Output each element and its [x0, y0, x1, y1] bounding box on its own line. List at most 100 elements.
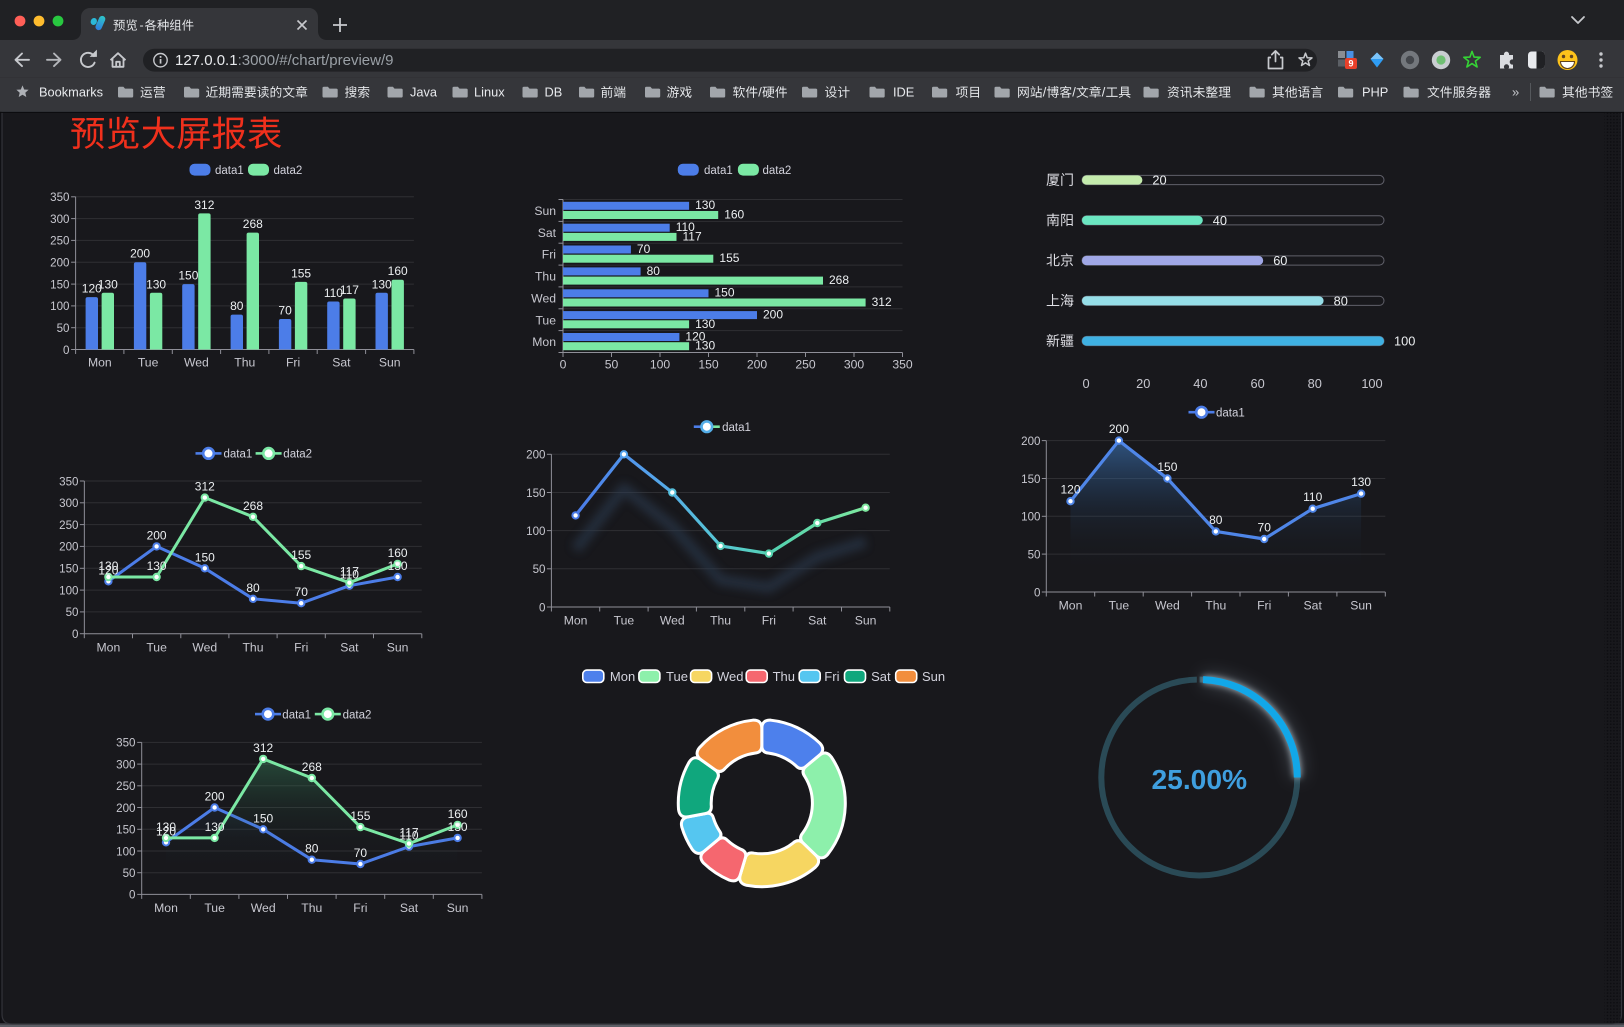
svg-text:Thu: Thu: [1205, 599, 1226, 613]
svg-text:data1: data1: [704, 165, 733, 177]
svg-text:60: 60: [1250, 376, 1264, 391]
svg-text:130: 130: [695, 198, 715, 212]
svg-text:350: 350: [892, 358, 913, 372]
svg-text:150: 150: [116, 824, 135, 837]
svg-text:130: 130: [98, 277, 118, 291]
svg-text:200: 200: [1021, 435, 1040, 448]
svg-text:200: 200: [526, 449, 545, 462]
svg-text:Mon: Mon: [532, 335, 556, 349]
svg-text:Thu: Thu: [301, 901, 322, 915]
svg-text:200: 200: [763, 308, 783, 322]
svg-text:200: 200: [50, 257, 69, 270]
svg-text:117: 117: [340, 283, 359, 297]
svg-text:25.00%: 25.00%: [1151, 763, 1247, 795]
svg-text:0: 0: [129, 889, 135, 902]
svg-text:data1: data1: [215, 165, 244, 177]
svg-text:150: 150: [253, 811, 273, 825]
svg-text:Fri: Fri: [1257, 599, 1271, 613]
svg-text:50: 50: [57, 322, 70, 335]
svg-text:Thu: Thu: [535, 270, 556, 284]
svg-text:data2: data2: [283, 449, 312, 461]
svg-text:data2: data2: [274, 165, 303, 177]
svg-text:150: 150: [59, 563, 78, 576]
svg-text:268: 268: [829, 273, 849, 287]
svg-text:Wed: Wed: [717, 669, 744, 684]
svg-text:268: 268: [302, 760, 322, 774]
svg-text:110: 110: [1303, 490, 1322, 504]
svg-text:120: 120: [685, 329, 705, 343]
svg-text:200: 200: [1109, 422, 1129, 436]
svg-text:155: 155: [291, 266, 311, 280]
svg-text:Tue: Tue: [666, 669, 688, 684]
svg-text:80: 80: [305, 842, 319, 856]
svg-text:200: 200: [116, 802, 135, 815]
svg-text:130: 130: [146, 277, 166, 291]
svg-text:200: 200: [147, 528, 167, 542]
svg-text:150: 150: [526, 487, 545, 500]
svg-text:110: 110: [399, 829, 418, 843]
svg-text:100: 100: [526, 525, 545, 538]
svg-text:70: 70: [295, 585, 309, 599]
svg-text:Bookmarks: Bookmarks: [39, 84, 103, 99]
svg-text:268: 268: [243, 217, 263, 231]
svg-text:80: 80: [230, 299, 244, 313]
svg-text:300: 300: [844, 358, 865, 372]
svg-text:100: 100: [50, 300, 69, 313]
svg-text:250: 250: [795, 358, 816, 372]
svg-text:80: 80: [1308, 376, 1322, 391]
svg-text:110: 110: [324, 286, 343, 300]
svg-text:Sat: Sat: [1304, 599, 1323, 613]
svg-text:130: 130: [1351, 475, 1371, 489]
svg-text:300: 300: [59, 497, 78, 510]
svg-text:120: 120: [1060, 483, 1080, 497]
svg-text:50: 50: [1028, 548, 1041, 561]
svg-text:40: 40: [1193, 376, 1207, 391]
svg-text:0: 0: [1082, 376, 1089, 391]
svg-text:120: 120: [156, 824, 176, 838]
svg-text:312: 312: [872, 295, 892, 309]
svg-text:70: 70: [278, 304, 292, 318]
svg-text:50: 50: [533, 563, 546, 576]
svg-text:130: 130: [98, 559, 118, 573]
svg-text:155: 155: [291, 548, 311, 562]
svg-text:80: 80: [1209, 513, 1223, 527]
svg-text:200: 200: [130, 247, 150, 261]
svg-text:Sat: Sat: [538, 226, 557, 240]
svg-text:160: 160: [388, 546, 408, 560]
svg-text:Sat: Sat: [332, 356, 351, 370]
svg-text:data2: data2: [763, 165, 792, 177]
svg-text:Fri: Fri: [353, 901, 367, 915]
svg-text:data1: data1: [722, 422, 751, 434]
svg-text:Mon: Mon: [1059, 599, 1083, 613]
svg-text:150: 150: [195, 550, 215, 564]
svg-text:130: 130: [156, 820, 176, 834]
svg-text:100: 100: [1021, 511, 1040, 524]
svg-text:Tue: Tue: [535, 313, 556, 327]
svg-text:PHP: PHP: [1362, 84, 1388, 99]
svg-text:150: 150: [698, 358, 719, 372]
svg-text:Sat: Sat: [871, 669, 891, 684]
svg-text:120: 120: [82, 282, 102, 296]
svg-text:Wed: Wed: [192, 641, 217, 655]
svg-text:Tue: Tue: [614, 614, 635, 628]
svg-text:Wed: Wed: [251, 901, 276, 915]
svg-text:70: 70: [1258, 521, 1272, 535]
svg-text:Sat: Sat: [400, 901, 419, 915]
svg-text:130: 130: [695, 339, 715, 353]
svg-text:300: 300: [116, 758, 135, 771]
svg-text:Mon: Mon: [154, 901, 178, 915]
svg-text:0: 0: [539, 601, 545, 614]
svg-text:0: 0: [72, 628, 78, 641]
svg-text:Mon: Mon: [564, 614, 588, 628]
svg-text:Thu: Thu: [710, 614, 731, 628]
svg-text:117: 117: [340, 565, 359, 579]
svg-text:40: 40: [1213, 213, 1227, 228]
svg-text:150: 150: [50, 278, 69, 291]
svg-text:data1: data1: [1216, 408, 1245, 420]
svg-text:Tue: Tue: [204, 901, 225, 915]
svg-text:80: 80: [1334, 293, 1348, 308]
svg-text:9: 9: [1348, 59, 1353, 69]
svg-text:60: 60: [1273, 253, 1287, 268]
svg-text:Thu: Thu: [234, 356, 255, 370]
svg-text:20: 20: [1136, 376, 1150, 391]
